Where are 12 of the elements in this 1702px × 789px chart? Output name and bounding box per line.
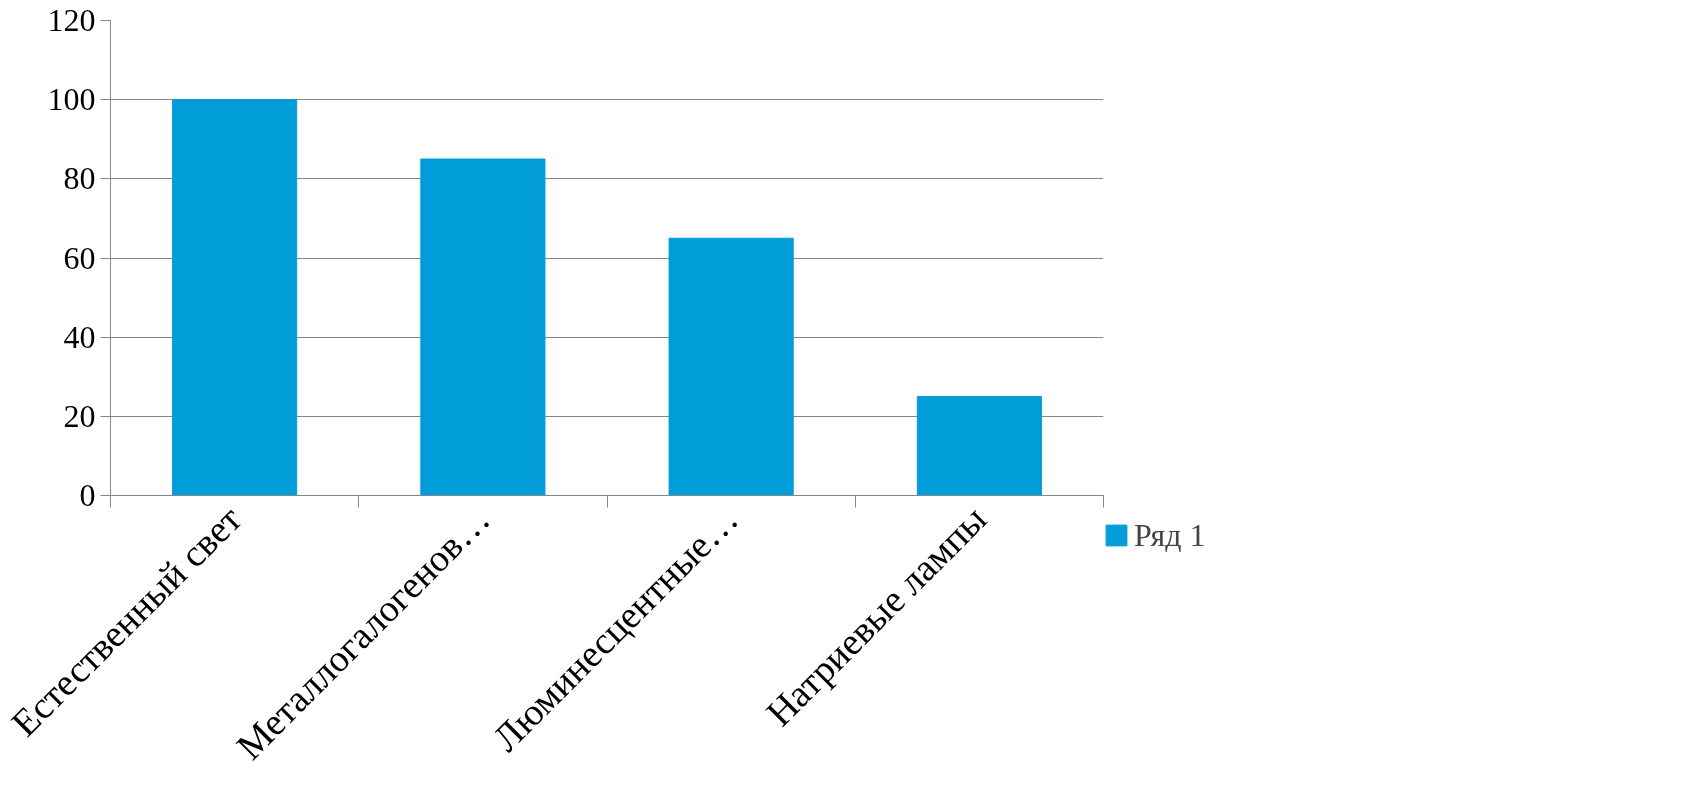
legend-label: Ряд 1 — [1134, 515, 1206, 555]
y-tick-label: 80 — [63, 160, 96, 197]
bar — [420, 158, 546, 496]
y-tick-label: 40 — [63, 318, 96, 355]
y-tick-label: 120 — [47, 2, 96, 38]
y-tick-label: 100 — [47, 81, 96, 118]
y-tick-label: 0 — [79, 477, 96, 513]
bar — [916, 396, 1042, 496]
y-tick-label: 20 — [63, 397, 96, 434]
y-tick-label: 60 — [63, 239, 96, 276]
bar — [172, 99, 298, 496]
bar — [668, 237, 794, 496]
